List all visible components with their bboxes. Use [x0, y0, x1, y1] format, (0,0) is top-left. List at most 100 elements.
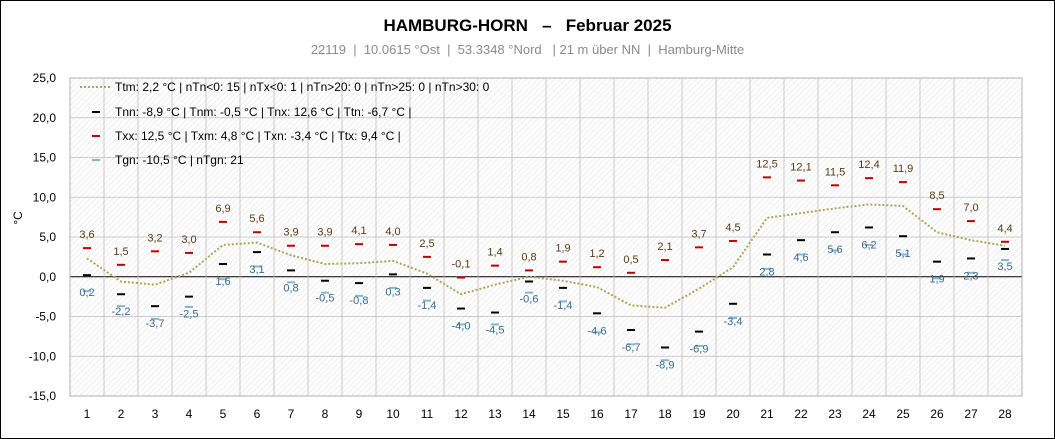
x-tick-label: 26: [930, 407, 944, 421]
x-tick-label: 11: [421, 407, 434, 421]
legend: Ttm: 2,2 °C | nTn<0: 15 | nTx<0: 1 | nTn…: [80, 80, 490, 167]
tn-data-label: -4,0: [452, 321, 471, 333]
tx-data-label: 2,5: [419, 238, 434, 250]
y-axis-label: °C: [11, 211, 25, 225]
grid-lines: [69, 77, 1023, 397]
tn-data-label: -6,9: [690, 344, 709, 356]
x-tick-label: 1: [84, 407, 91, 421]
tn-data-label: -6,7: [622, 342, 641, 354]
tx-data-label: 3,6: [79, 229, 94, 241]
tx-data-label: 5,6: [249, 213, 264, 225]
tn-data-label: -0,8: [350, 295, 369, 307]
tx-data-label: 1,2: [589, 248, 604, 260]
y-tick-label: -10,0: [29, 349, 57, 363]
legend-entry: Ttm: 2,2 °C | nTn<0: 15 | nTx<0: 1 | nTn…: [115, 80, 490, 94]
station-info: 22119 | 10.0615 °Ost | 53.3348 °Nord | 2…: [310, 42, 745, 57]
tn-data-label: 5,1: [895, 248, 910, 260]
tx-data-label: 8,5: [929, 190, 944, 202]
y-axis: 25,0 20,0 15,0 10,0 5,0 0,0 -5,0 -10,0 -15,0: [29, 71, 57, 403]
x-tick-label: 22: [794, 407, 808, 421]
tn-data-label: -2,2: [112, 306, 131, 318]
legend-entry: Tnn: -8,9 °C | Tnm: -0,5 °C | Tnx: 12,6 …: [115, 105, 411, 119]
y-tick-label: 25,0: [33, 71, 57, 85]
tx-data-label: 3,2: [147, 232, 162, 244]
tx-data-label: 0,5: [623, 254, 638, 266]
tx-data-label: 11,9: [893, 163, 914, 175]
tx-data-label: 3,9: [283, 227, 298, 239]
tn-data-label: 0,2: [79, 287, 94, 299]
x-tick-label: 18: [658, 407, 672, 421]
tx-data-label: 4,1: [351, 225, 366, 237]
tx-data-label: 1,4: [487, 247, 502, 259]
chart-title: HAMBURG-HORN – Februar 2025: [383, 16, 672, 35]
tn-data-label: -0,6: [520, 294, 539, 306]
tn-data-label: 0,3: [385, 286, 400, 298]
x-tick-label: 20: [726, 407, 740, 421]
legend-entry: Tgn: -10,5 °C | nTgn: 21: [115, 153, 244, 167]
tn-data-label: 1,9: [929, 274, 944, 286]
x-tick-label: 2: [118, 407, 125, 421]
x-tick-label: 23: [828, 407, 842, 421]
x-tick-label: 17: [624, 407, 638, 421]
x-tick-label: 24: [862, 407, 876, 421]
tx-data-label: 4,0: [385, 226, 400, 238]
tx-data-label: 3,7: [691, 228, 706, 240]
tn-data-label: 3,5: [997, 261, 1012, 273]
x-tick-label: 8: [322, 407, 329, 421]
tx-data-label: 11,5: [825, 166, 846, 178]
legend-entry: Txx: 12,5 °C | Txm: 4,8 °C | Txn: -3,4 °…: [115, 129, 401, 143]
y-tick-label: 5,0: [39, 230, 56, 244]
tn-data-label: -0,5: [316, 293, 335, 305]
tx-data-label: 3,9: [317, 227, 332, 239]
x-tick-label: 6: [254, 407, 261, 421]
tn-data-label: -4,6: [588, 325, 607, 337]
x-tick-label: 5: [220, 407, 227, 421]
x-tick-label: 14: [522, 407, 536, 421]
tn-data-label: 0,8: [283, 282, 298, 294]
tn-data-label: 2,8: [759, 266, 774, 278]
tx-data-label: 7,0: [963, 202, 978, 214]
tn-data-label: 2,3: [963, 270, 978, 282]
x-tick-label: 15: [556, 407, 570, 421]
tx-data-label: 2,1: [657, 241, 672, 253]
x-tick-label: 12: [454, 407, 468, 421]
tn-data-label: 3,1: [249, 264, 264, 276]
ttm-series-line: [86, 203, 1006, 309]
tx-data-label: 3,0: [181, 234, 196, 246]
tn-data-label: -3,7: [146, 318, 165, 330]
y-tick-label: 0,0: [39, 270, 56, 284]
x-tick-label: 3: [152, 407, 159, 421]
y-tick-label: 15,0: [33, 151, 57, 165]
tn-data-label: 1,6: [215, 276, 230, 288]
tn-data-label: -8,9: [656, 360, 675, 372]
x-axis: 1 2 3 4 5 6 7 8 9 10 11 12 13 14 15 16 17 18 19 20 21 22 23 24 2…: [84, 407, 1012, 421]
tn-data-label: -4,5: [486, 325, 505, 337]
x-tick-label: 9: [356, 407, 363, 421]
x-tick-label: 21: [760, 407, 774, 421]
tn-data-label: 5,6: [827, 244, 842, 256]
tn-data-label: -1,4: [554, 300, 573, 312]
x-tick-label: 4: [186, 407, 193, 421]
y-tick-label: 20,0: [33, 111, 57, 125]
tx-data-label: 0,8: [521, 251, 536, 263]
tx-data-label: 1,5: [113, 246, 128, 258]
tx-data-label: 4,4: [997, 223, 1012, 235]
tx-data-label: 6,9: [215, 203, 230, 215]
x-tick-label: 10: [386, 407, 400, 421]
x-tick-label: 19: [692, 407, 706, 421]
tx-data-label: 1,9: [555, 243, 570, 255]
tx-data-label: 4,5: [725, 222, 740, 234]
tx-data-label: 12,1: [790, 162, 811, 174]
y-tick-label: 10,0: [33, 190, 57, 204]
y-tick-label: -15,0: [29, 389, 57, 403]
tn-data-label: 4,6: [793, 252, 808, 264]
x-tick-label: 16: [590, 407, 604, 421]
tn-data-label: 6,2: [861, 239, 876, 251]
tn-data-label: -1,4: [418, 300, 437, 312]
x-tick-label: 27: [964, 407, 978, 421]
tx-data-label: 12,5: [756, 158, 777, 170]
series-marks: 3,6 1,5 3,2 3,0 6,9 5,6 3,9 3,9 4,1 4,0 2,5 -0,1 1,4…: [79, 158, 1012, 371]
y-tick-label: -5,0: [35, 310, 56, 324]
tx-data-label: 12,4: [858, 159, 879, 171]
